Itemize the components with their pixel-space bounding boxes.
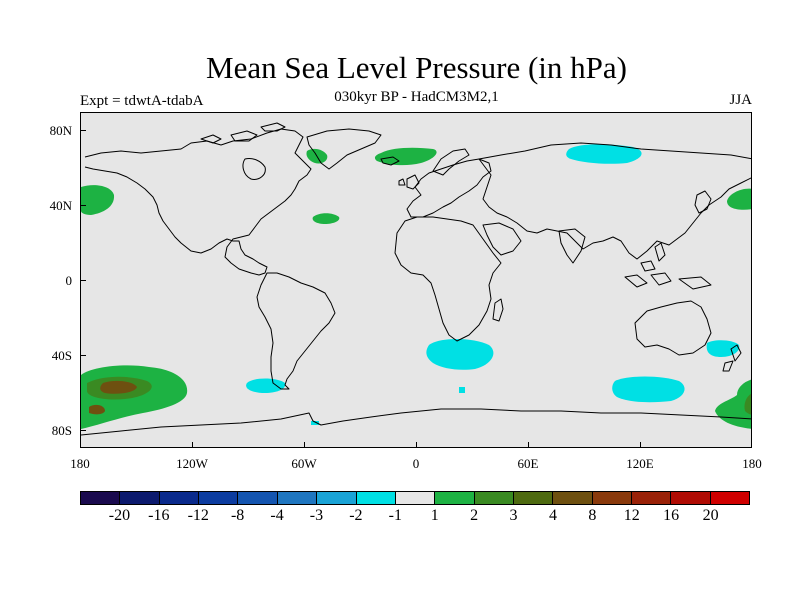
colorbar-tick-label: 1 bbox=[430, 507, 439, 524]
coast-indonesia bbox=[624, 260, 712, 290]
colorbar-swatch bbox=[395, 492, 436, 504]
coast-arabia bbox=[482, 222, 522, 256]
colorbar-swatch bbox=[671, 492, 711, 504]
colorbar-tick-label: -1 bbox=[388, 507, 402, 524]
coast-north-america bbox=[84, 128, 312, 276]
colorbar-swatch bbox=[317, 492, 357, 504]
lon-tick-label: 180 bbox=[70, 456, 90, 471]
lon-tick-label: 0 bbox=[412, 456, 420, 471]
coast-scandinavia bbox=[432, 148, 470, 176]
anomaly-positive-eastasia-edge bbox=[727, 188, 751, 210]
colorbar-tick-label: 16 bbox=[663, 507, 680, 524]
colorbar-swatch bbox=[120, 492, 160, 504]
coast-philippines bbox=[654, 242, 666, 262]
lon-tick-mark bbox=[192, 442, 193, 448]
anomaly-negative-southeastpacific bbox=[246, 378, 286, 393]
coast-south-america bbox=[256, 272, 336, 390]
coast-greenland bbox=[306, 128, 382, 170]
coast-europe bbox=[406, 158, 492, 218]
lat-tick-mark bbox=[80, 205, 86, 206]
lat-tick-label: 40S bbox=[51, 348, 72, 363]
lon-tick-mark bbox=[528, 442, 529, 448]
colorbar-tick-label: -16 bbox=[148, 507, 170, 524]
lon-tick-mark bbox=[416, 442, 417, 448]
lon-tick-label: 60W bbox=[291, 456, 317, 471]
anomaly-negative-tasman bbox=[706, 340, 740, 357]
anomaly-positive-midatlantic bbox=[312, 213, 340, 224]
colorbar-tick-label: -2 bbox=[349, 507, 363, 524]
colorbar-swatch bbox=[277, 492, 318, 504]
colorbar-tick-label: -12 bbox=[187, 507, 209, 524]
coast-new-zealand bbox=[722, 344, 742, 372]
lon-tick-label: 120E bbox=[626, 456, 654, 471]
lon-tick-label: 180 bbox=[742, 456, 762, 471]
colorbar-swatch bbox=[356, 492, 396, 504]
colorbar-swatch bbox=[592, 492, 633, 504]
season-label: JJA bbox=[729, 92, 752, 108]
colorbar-swatch bbox=[513, 492, 554, 504]
lat-tick-label: 80S bbox=[51, 423, 72, 438]
lat-tick-mark bbox=[80, 130, 86, 131]
world-map bbox=[81, 122, 751, 436]
colorbar-tick-label: 3 bbox=[509, 507, 518, 524]
anomaly-positive-southpacific-small bbox=[89, 404, 105, 415]
anomaly-negative-northeurasia bbox=[566, 144, 642, 164]
coast-british-isles bbox=[398, 174, 420, 190]
colorbar-tick-label: 12 bbox=[623, 507, 640, 524]
colorbar-tick-label: -3 bbox=[309, 507, 324, 524]
map-panel bbox=[80, 112, 752, 448]
coast-australia bbox=[634, 300, 712, 356]
colorbar-tick-label: 2 bbox=[470, 507, 479, 524]
lon-tick-label: 60E bbox=[517, 456, 539, 471]
lon-tick-label: 120W bbox=[176, 456, 208, 471]
colorbar-tick-label: -20 bbox=[108, 507, 131, 524]
colorbar-swatch bbox=[553, 492, 593, 504]
lat-tick-mark bbox=[80, 430, 86, 431]
colorbar-swatch bbox=[81, 492, 121, 504]
colorbar-tick-label: 20 bbox=[702, 507, 719, 524]
colorbar-swatch bbox=[238, 492, 278, 504]
anomaly-negative-southafrica bbox=[426, 339, 494, 370]
anomaly-positive-tasman-core bbox=[744, 393, 751, 415]
coast-madagascar bbox=[492, 298, 504, 322]
colorbar-swatch bbox=[199, 492, 239, 504]
coast-japan bbox=[694, 190, 712, 214]
coast-hudson-bay bbox=[242, 158, 266, 180]
chart-subtitle: 030kyr BP - HadCM3M2,1 bbox=[334, 89, 499, 105]
chart-title: Mean Sea Level Pressure (in hPa) bbox=[206, 50, 627, 85]
anomaly-positive-westpacific-edge bbox=[81, 185, 115, 215]
lat-tick-label: 0 bbox=[65, 273, 73, 288]
colorbar-tick-label: -4 bbox=[270, 507, 284, 524]
coast-antarctica bbox=[81, 408, 751, 436]
lon-tick-mark bbox=[640, 442, 641, 448]
coast-arctic-islands bbox=[200, 122, 286, 144]
anomaly-fields bbox=[81, 144, 751, 429]
coastlines bbox=[81, 122, 751, 436]
colorbar-swatch bbox=[632, 492, 672, 504]
anomaly-negative-southatlantic-small bbox=[459, 387, 465, 393]
coast-asia bbox=[478, 142, 751, 260]
coast-india bbox=[558, 228, 586, 264]
colorbar-tick-label: 8 bbox=[588, 507, 597, 524]
coast-iceland bbox=[380, 156, 400, 166]
anomaly-positive-tasman-edge bbox=[715, 379, 751, 429]
anomaly-negative-southindian bbox=[612, 376, 685, 403]
colorbar bbox=[80, 491, 750, 505]
experiment-label: Expt = tdwtA-tdabA bbox=[80, 93, 204, 109]
colorbar-swatch bbox=[435, 492, 475, 504]
anomaly-negative-antarcticpeninsula bbox=[311, 421, 319, 425]
lat-tick-label: 40N bbox=[49, 198, 72, 213]
colorbar-swatch bbox=[710, 492, 750, 504]
colorbar-swatch bbox=[474, 492, 514, 504]
lat-tick-mark bbox=[80, 355, 86, 356]
lat-tick-label: 80N bbox=[49, 123, 72, 138]
anomaly-positive-southpacific-inner bbox=[100, 380, 137, 394]
colorbar-tick-label: -8 bbox=[230, 507, 245, 524]
lat-tick-mark bbox=[80, 280, 86, 281]
lon-tick-mark bbox=[304, 442, 305, 448]
colorbar-tick-label: 4 bbox=[548, 507, 557, 524]
coast-africa bbox=[394, 216, 502, 342]
colorbar-swatch bbox=[159, 492, 200, 504]
anomaly-positive-scandinavia bbox=[374, 147, 437, 166]
